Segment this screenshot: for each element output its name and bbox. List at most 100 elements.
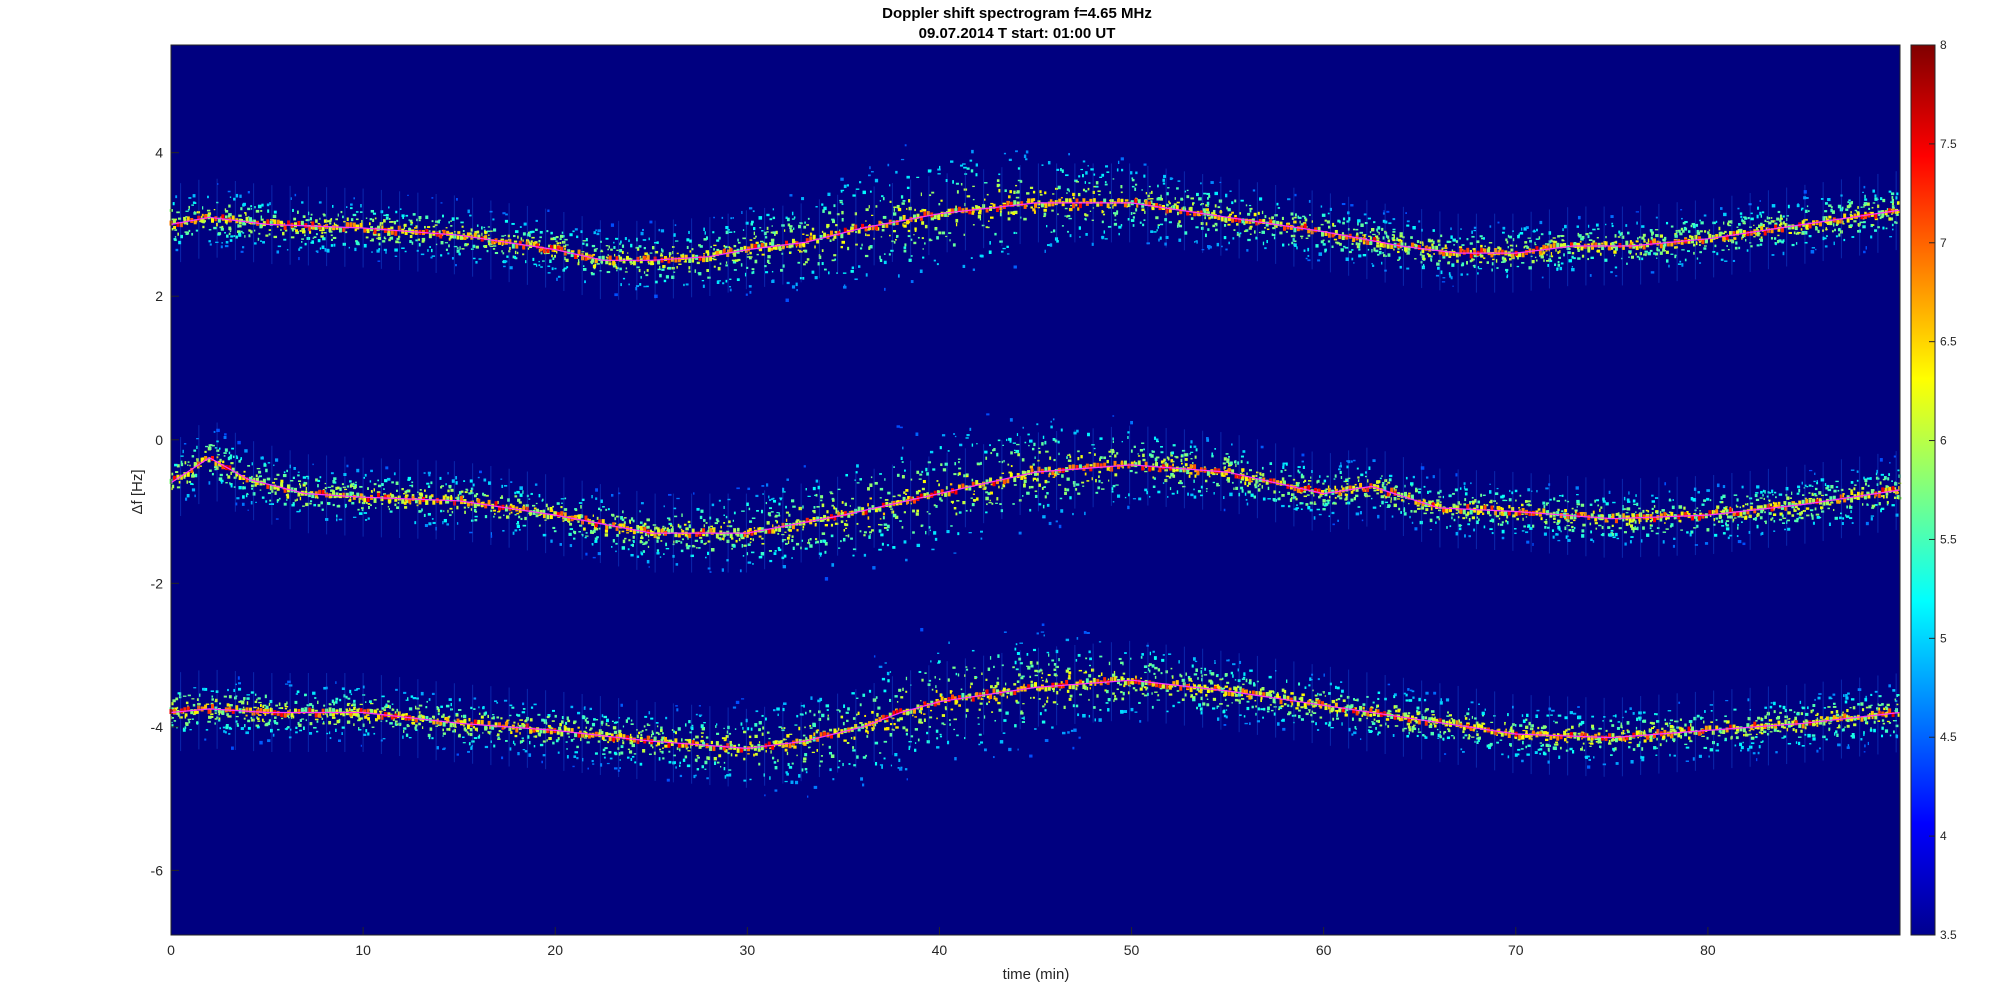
intensity-core <box>923 211 927 217</box>
intensity-core <box>1051 201 1055 207</box>
intensity-cell <box>1453 244 1456 246</box>
intensity-cell <box>1729 515 1734 519</box>
intensity-cell <box>1462 517 1466 520</box>
intensity-cell <box>1296 504 1298 506</box>
intensity-cell <box>844 502 847 507</box>
intensity-cell <box>1301 460 1304 463</box>
intensity-cell <box>260 456 264 460</box>
intensity-cell <box>1471 230 1473 234</box>
intensity-cell <box>1493 500 1496 502</box>
intensity-cell <box>1393 497 1397 501</box>
intensity-cell <box>1343 480 1347 483</box>
intensity-cell <box>1131 178 1135 182</box>
intensity-cell <box>1701 503 1705 506</box>
intensity-core <box>1400 242 1404 248</box>
intensity-core <box>311 221 315 227</box>
intensity-cell <box>1746 249 1749 252</box>
intensity-cell <box>920 192 922 197</box>
intensity-cell <box>585 535 589 537</box>
intensity-cell <box>1293 234 1296 238</box>
intensity-cell <box>1421 228 1423 232</box>
intensity-cell <box>1066 215 1068 218</box>
intensity-cell <box>509 266 513 270</box>
intensity-cell <box>980 537 983 540</box>
intensity-core <box>352 222 356 228</box>
intensity-cell <box>381 503 384 505</box>
intensity-cell <box>1274 214 1278 217</box>
intensity-cell <box>1431 239 1434 242</box>
intensity-cell <box>176 464 180 468</box>
intensity-cell <box>922 256 925 259</box>
intensity-cell <box>1101 235 1105 239</box>
intensity-cell <box>1248 227 1252 230</box>
intensity-cell <box>657 268 661 271</box>
intensity-cell <box>1736 498 1739 502</box>
intensity-cell <box>1346 483 1349 485</box>
intensity-core <box>1652 238 1656 244</box>
intensity-cell <box>379 222 384 225</box>
intensity-cell <box>315 219 318 223</box>
intensity-cell <box>1800 228 1803 231</box>
intensity-cell <box>620 240 622 244</box>
intensity-cell <box>489 245 494 247</box>
intensity-cell <box>686 238 690 242</box>
intensity-cell <box>1631 513 1635 516</box>
intensity-cell <box>1506 515 1509 519</box>
intensity-cell <box>193 211 197 215</box>
intensity-cell <box>1748 514 1752 519</box>
intensity-cell <box>435 243 438 246</box>
intensity-cell <box>681 513 683 517</box>
intensity-cell <box>1172 463 1175 467</box>
intensity-cell <box>1208 194 1211 198</box>
intensity-cell <box>1166 192 1169 196</box>
intensity-cell <box>260 210 263 212</box>
intensity-cell <box>1497 221 1500 224</box>
intensity-cell <box>545 503 548 508</box>
intensity-cell <box>1825 216 1828 220</box>
intensity-cell <box>208 229 212 231</box>
intensity-cell <box>385 216 389 220</box>
intensity-cell <box>256 467 261 470</box>
intensity-cell <box>183 476 186 479</box>
intensity-cell <box>1571 255 1574 259</box>
intensity-cell <box>619 249 623 253</box>
intensity-cell <box>824 524 828 527</box>
intensity-cell <box>1891 223 1894 227</box>
intensity-cell <box>1609 516 1613 518</box>
intensity-cell <box>1548 248 1551 252</box>
intensity-cell <box>892 212 897 216</box>
intensity-cell <box>919 473 923 476</box>
intensity-core <box>1614 245 1618 251</box>
intensity-cell <box>821 230 824 233</box>
intensity-cell <box>892 513 897 518</box>
intensity-core <box>1030 198 1034 204</box>
intensity-cell <box>1132 224 1135 227</box>
intensity-cell <box>1455 512 1459 514</box>
intensity-cell <box>507 234 510 238</box>
intensity-cell <box>1524 245 1528 247</box>
intensity-cell <box>1665 250 1669 254</box>
intensity-cell <box>727 229 730 231</box>
intensity-cell <box>1357 479 1360 482</box>
intensity-cell <box>729 286 732 288</box>
intensity-cell <box>1853 487 1856 491</box>
intensity-cell <box>1378 251 1382 255</box>
intensity-cell <box>1436 262 1440 266</box>
intensity-cell <box>1561 494 1564 497</box>
intensity-cell <box>228 451 231 455</box>
intensity-cell <box>1042 504 1045 509</box>
intensity-cell <box>443 510 445 512</box>
intensity-cell <box>304 242 307 246</box>
intensity-cell <box>321 245 325 250</box>
intensity-cell <box>195 229 199 232</box>
intensity-cell <box>907 496 911 500</box>
intensity-cell <box>1229 461 1233 466</box>
intensity-core <box>1708 233 1712 239</box>
intensity-cell <box>600 249 603 252</box>
intensity-cell <box>804 221 806 224</box>
intensity-cell <box>1568 529 1572 532</box>
intensity-cell <box>1612 501 1616 504</box>
intensity-cell <box>320 235 324 238</box>
intensity-cell <box>997 439 1001 442</box>
intensity-cell <box>1323 479 1327 483</box>
